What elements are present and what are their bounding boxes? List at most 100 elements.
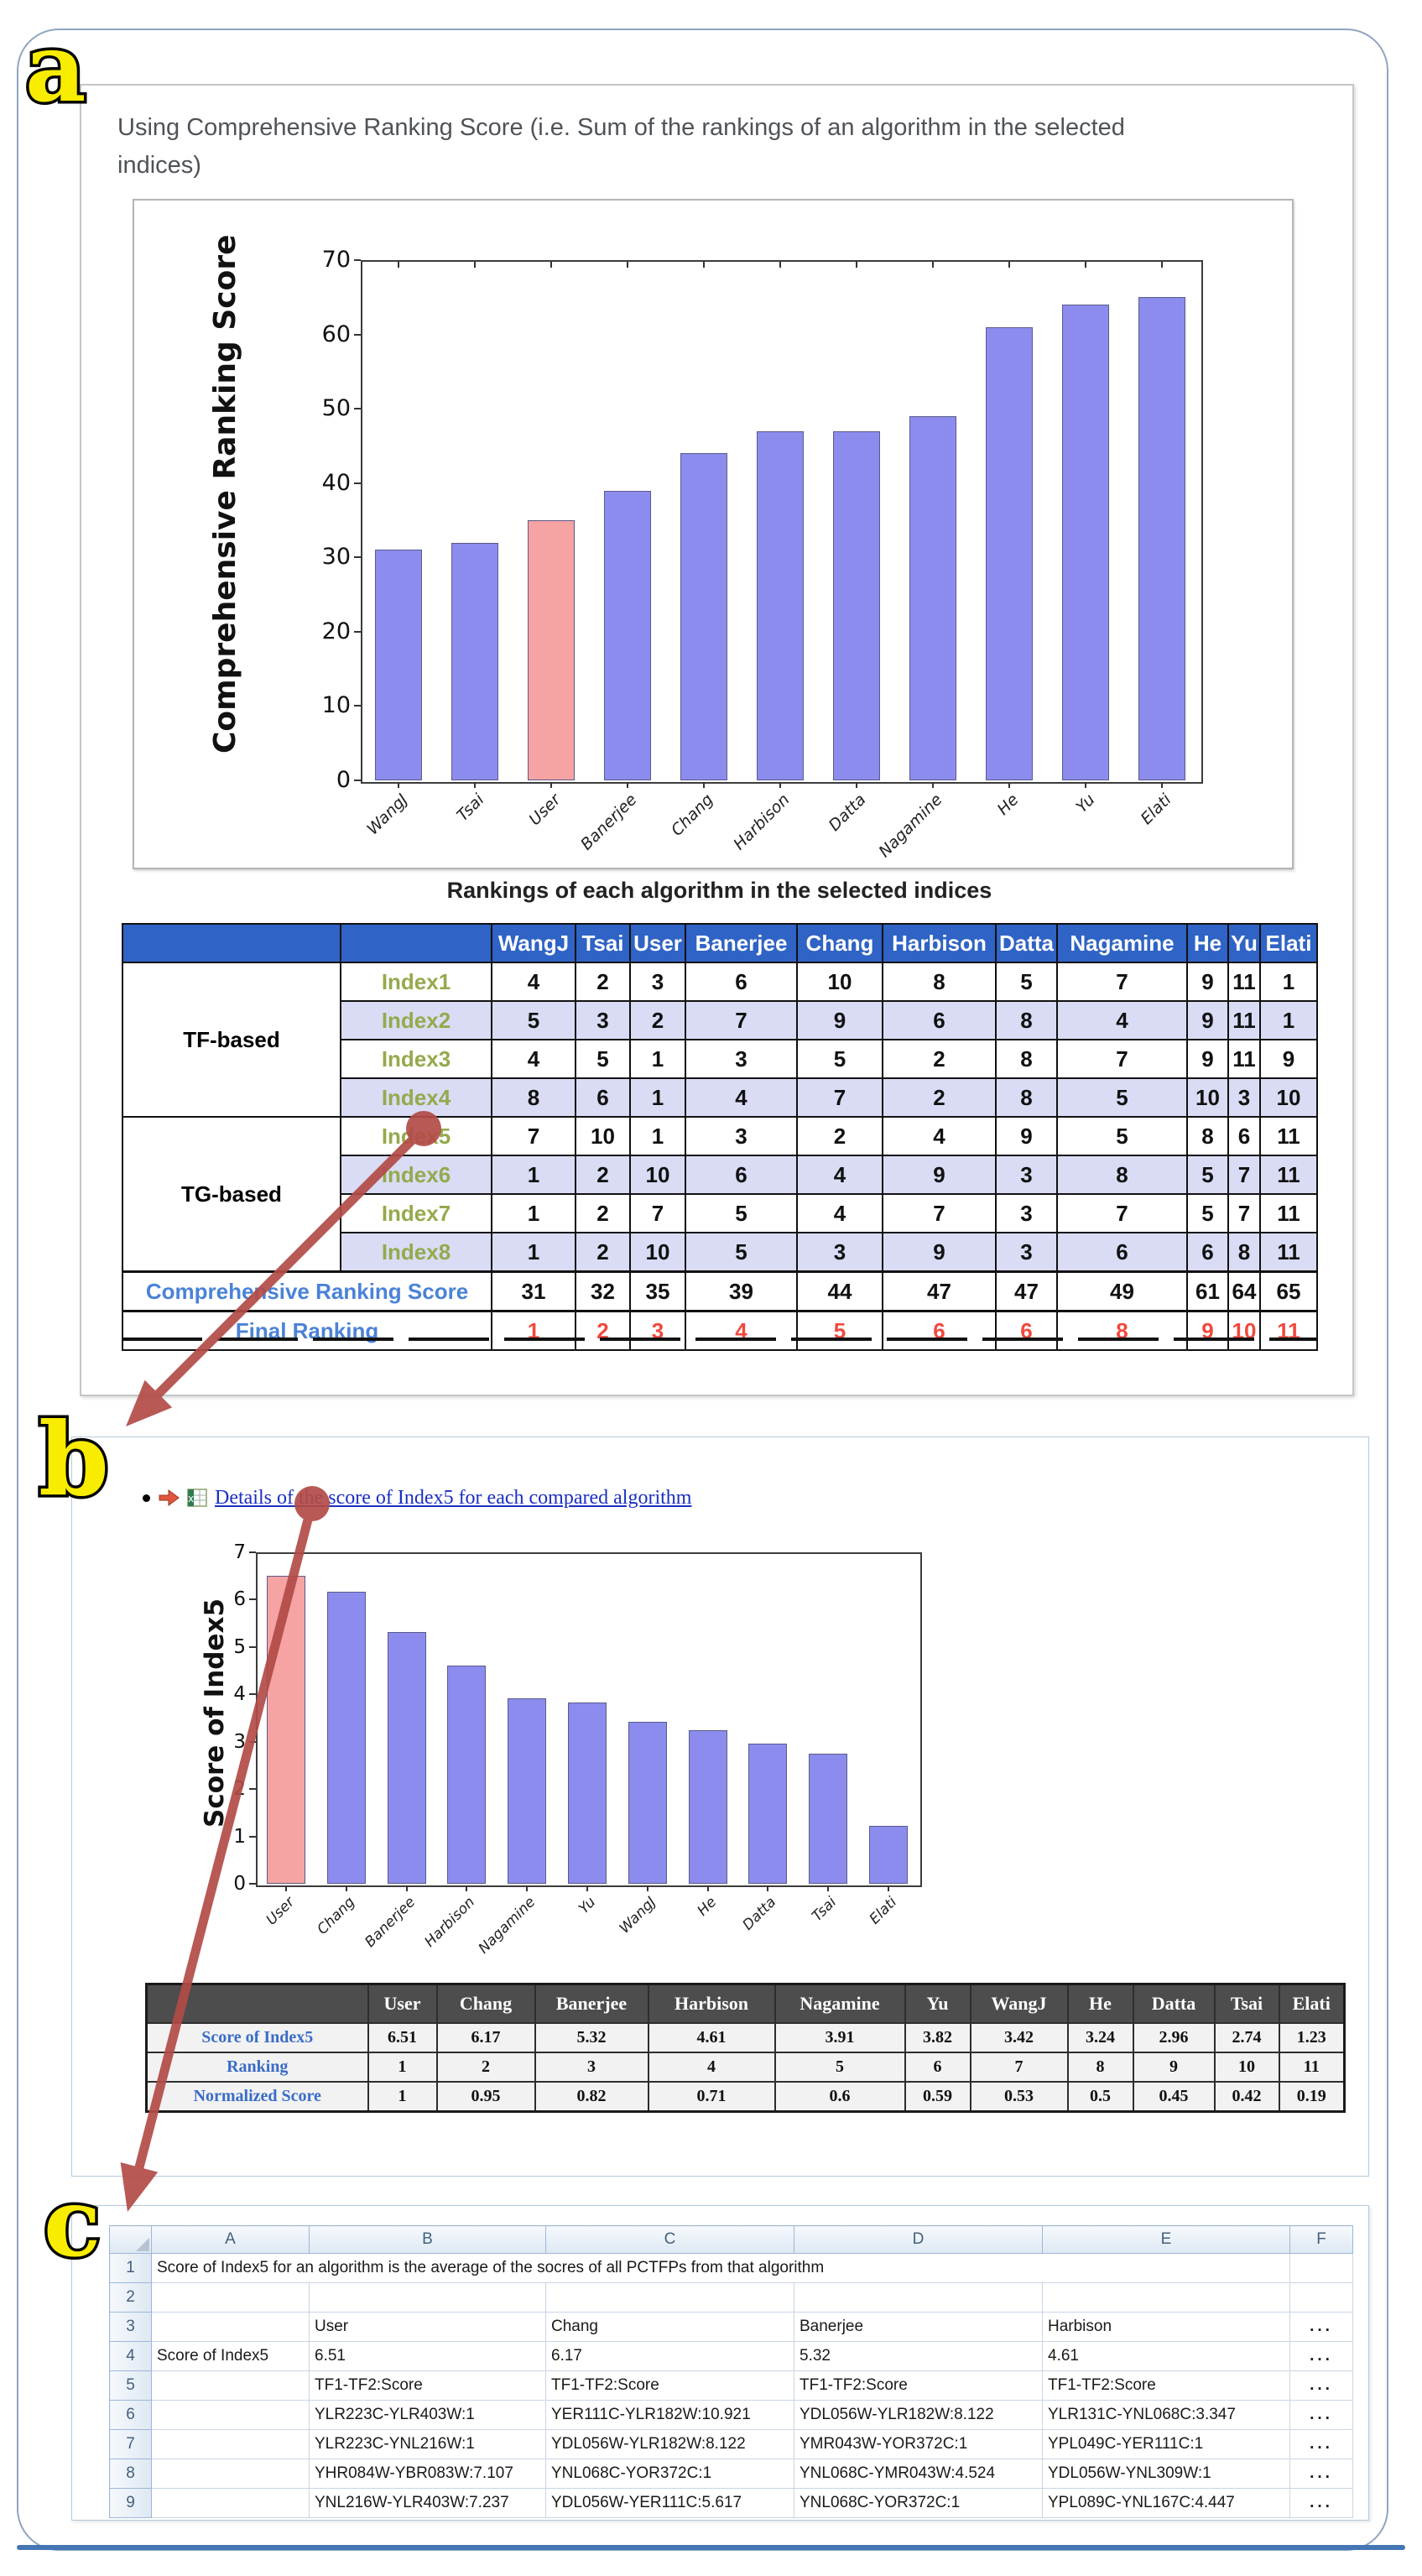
spreadsheet-cell[interactable]: 4.61	[1042, 2341, 1290, 2371]
column-letter[interactable]: B	[309, 2225, 546, 2254]
spreadsheet-cell[interactable]: Chang	[545, 2312, 794, 2342]
spreadsheet-cell[interactable]: YPL089C-YNL167C:4.447	[1042, 2488, 1290, 2518]
column-letter[interactable]: E	[1042, 2225, 1290, 2254]
value-cell: 0.59	[904, 2081, 971, 2113]
column-letter[interactable]: C	[545, 2225, 794, 2254]
y-tick-label: 40	[321, 469, 351, 496]
table-row: Ranking 1 2 3 4 5 6 7 8 9 10 11	[145, 2052, 1346, 2083]
details-link[interactable]: Details of the score of Index5 for each …	[215, 1486, 692, 1509]
spreadsheet-cell[interactable]	[309, 2282, 546, 2313]
value-cell: 5.32	[534, 2022, 649, 2053]
index-row: Index8 1 2 10 5 3 9 3 6 6 8 11	[122, 1232, 1318, 1273]
spreadsheet-cell[interactable]: ...	[1289, 2429, 1353, 2459]
row-number[interactable]: 1	[109, 2253, 152, 2283]
spreadsheet-cell[interactable]	[151, 2429, 310, 2459]
spreadsheet-cell[interactable]: YNL068C-YOR372C:1	[545, 2459, 794, 2489]
summary-cell: 47	[882, 1270, 997, 1312]
column-letter[interactable]: F	[1289, 2225, 1353, 2254]
spreadsheet-cell[interactable]	[151, 2282, 310, 2313]
spreadsheet-cell[interactable]: ...	[1289, 2488, 1353, 2518]
spreadsheet-cell[interactable]: YHR084W-YBR083W:7.107	[309, 2459, 546, 2489]
column-letter[interactable]: A	[151, 2225, 310, 2254]
column-header: Tsai	[575, 923, 631, 963]
spreadsheet-cell[interactable]	[794, 2282, 1043, 2313]
spreadsheet-cell[interactable]	[151, 2488, 310, 2518]
spreadsheet-cell[interactable]	[545, 2282, 794, 2313]
value-cell: 0.45	[1132, 2081, 1216, 2113]
spreadsheet-cell[interactable]: ...	[1289, 2312, 1353, 2342]
rank-cell: 9	[1259, 1039, 1318, 1079]
spreadsheet-cell[interactable]	[151, 2370, 310, 2401]
rank-cell: 5	[1056, 1116, 1188, 1156]
spreadsheet-cell[interactable]: YNL068C-YOR372C:1	[794, 2488, 1043, 2518]
spreadsheet-cell[interactable]: Score of Index5	[151, 2341, 310, 2371]
column-header: Harbison	[647, 1983, 776, 2024]
spreadsheet-cell[interactable]: ...	[1289, 2400, 1353, 2430]
rank-cell: 5	[685, 1193, 798, 1233]
spreadsheet-cell[interactable]	[1289, 2253, 1353, 2283]
rank-cell: 1	[1259, 1000, 1318, 1040]
column-letter[interactable]: D	[794, 2225, 1043, 2254]
spreadsheet-cell[interactable]	[151, 2312, 310, 2342]
value-cell: 0.19	[1278, 2081, 1346, 2113]
row-number[interactable]: 3	[109, 2312, 152, 2342]
rank-cell: 10	[629, 1155, 686, 1195]
spreadsheet-cell[interactable]: 5.32	[794, 2341, 1043, 2371]
spreadsheet-cell[interactable]: 6.17	[545, 2341, 794, 2371]
spreadsheet-cell[interactable]: TF1-TF2:Score	[1042, 2370, 1290, 2401]
rank-cell: 5	[796, 1039, 883, 1079]
spreadsheet-cell[interactable]: YPL049C-YER111C:1	[1042, 2429, 1290, 2459]
spreadsheet-cell[interactable]: TF1-TF2:Score	[794, 2370, 1043, 2401]
excel-file-icon: x	[187, 1489, 207, 1507]
spreadsheet-cell[interactable]: YDL056W-YLR182W:8.122	[545, 2429, 794, 2459]
row-number[interactable]: 9	[109, 2488, 152, 2518]
row-number[interactable]: 7	[109, 2429, 152, 2459]
spreadsheet-cell[interactable]: ...	[1289, 2341, 1353, 2371]
spreadsheet-cell[interactable]: 6.51	[309, 2341, 546, 2371]
spreadsheet-cell[interactable]: ...	[1289, 2370, 1353, 2401]
value-cell: 0.5	[1066, 2081, 1134, 2113]
row-number[interactable]: 6	[109, 2400, 152, 2430]
row-label: Ranking	[145, 2052, 369, 2083]
bar	[326, 1591, 366, 1884]
summary-label: Comprehensive Ranking Score	[122, 1270, 492, 1312]
value-cell: 11	[1278, 2052, 1346, 2083]
spreadsheet-cell[interactable]	[1042, 2282, 1290, 2313]
column-header: Banerjee	[534, 1983, 649, 2024]
row-number[interactable]: 5	[109, 2370, 152, 2401]
spreadsheet-cell[interactable]: ...	[1289, 2459, 1353, 2489]
spreadsheet-cell[interactable]: YMR043W-YOR372C:1	[794, 2429, 1043, 2459]
y-tick-mark	[354, 556, 361, 559]
table-underline	[122, 1338, 1317, 1341]
summary-cell: 4	[685, 1310, 798, 1351]
row-number[interactable]: 2	[109, 2282, 152, 2313]
spreadsheet-cell[interactable]: YNL216W-YLR403W:7.237	[309, 2488, 546, 2518]
select-all-corner[interactable]	[109, 2225, 152, 2254]
row-number[interactable]: 8	[109, 2459, 152, 2489]
spreadsheet-cell[interactable]: YLR223C-YLR403W:1	[309, 2400, 546, 2430]
spreadsheet-cell[interactable]: YLR223C-YNL216W:1	[309, 2429, 546, 2459]
spreadsheet-cell[interactable]: YDL056W-YNL309W:1	[1042, 2459, 1290, 2489]
value-cell: 1.23	[1278, 2022, 1346, 2053]
spreadsheet-cell[interactable]	[151, 2459, 310, 2489]
index-label: Index8	[340, 1232, 492, 1273]
summary-row: Final Ranking 1 2 3 4 5 6 6 8 9 10 11	[122, 1310, 1318, 1351]
spreadsheet-cell[interactable]: User	[309, 2312, 546, 2342]
x-tick-mark	[1084, 782, 1086, 788]
spreadsheet-cell[interactable]: Banerjee	[794, 2312, 1043, 2342]
spreadsheet-cell[interactable]	[151, 2400, 310, 2430]
spreadsheet-cell[interactable]: TF1-TF2:Score	[545, 2370, 794, 2401]
spreadsheet-cell[interactable]: YER111C-YLR182W:10.921	[545, 2400, 794, 2430]
spreadsheet-cell[interactable]: YLR131C-YNL068C:3.347	[1042, 2400, 1290, 2430]
spreadsheet-cell[interactable]: YDL056W-YLR182W:8.122	[794, 2400, 1043, 2430]
spreadsheet-cell[interactable]: Harbison	[1042, 2312, 1290, 2342]
spreadsheet-cell[interactable]: YDL056W-YER111C:5.617	[545, 2488, 794, 2518]
note-cell[interactable]: Score of Index5 for an algorithm is the …	[151, 2253, 1290, 2283]
spreadsheet-cell[interactable]: YNL068C-YMR043W:4.524	[794, 2459, 1043, 2489]
row-number[interactable]: 4	[109, 2341, 152, 2371]
y-tick-mark	[249, 1645, 256, 1648]
rank-cell: 7	[1227, 1193, 1261, 1233]
spreadsheet-cell[interactable]	[1289, 2282, 1353, 2313]
spreadsheet-cell[interactable]: TF1-TF2:Score	[309, 2370, 546, 2401]
